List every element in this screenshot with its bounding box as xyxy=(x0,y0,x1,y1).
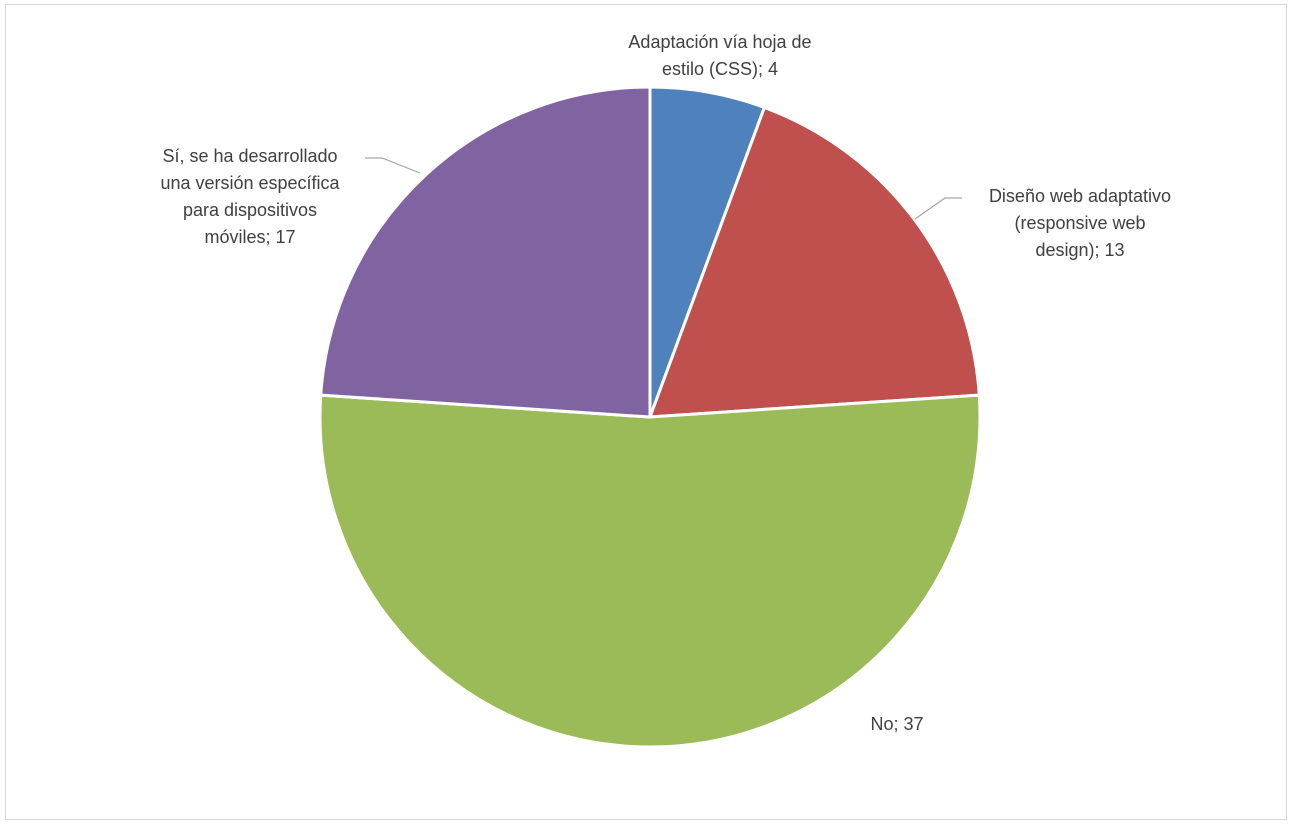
leader-line xyxy=(914,197,962,220)
data-label-line: móviles; 17 xyxy=(204,227,295,247)
data-label-line: estilo (CSS); 4 xyxy=(662,59,778,79)
data-label-line: Adaptación vía hoja de xyxy=(628,32,811,52)
data-labels: Adaptación vía hoja de estilo (CSS); 4 Dis… xyxy=(160,32,1171,734)
data-label-line: para dispositivos xyxy=(183,200,317,220)
data-label-line: Sí, se ha desarrollado xyxy=(162,146,337,166)
data-label: Adaptación vía hoja de estilo (CSS); 4 xyxy=(628,32,811,79)
pie-slice xyxy=(319,85,652,419)
leader-lines xyxy=(365,157,962,220)
pie-slice xyxy=(648,105,981,419)
data-label-line: una versión específica xyxy=(160,173,340,193)
data-label-line: Diseño web adaptativo xyxy=(989,186,1171,206)
data-label-line: No; 37 xyxy=(870,714,923,734)
pie-slices xyxy=(318,85,982,749)
data-label-line: design); 13 xyxy=(1035,240,1124,260)
data-label: Diseño web adaptativo (responsive web desi… xyxy=(989,186,1171,260)
pie-slice xyxy=(318,393,982,749)
leader-line xyxy=(365,157,421,174)
data-label: Sí, se ha desarrollado una versión especí… xyxy=(160,146,340,247)
data-label-line: (responsive web xyxy=(1014,213,1145,233)
data-label: No; 37 xyxy=(870,714,923,734)
